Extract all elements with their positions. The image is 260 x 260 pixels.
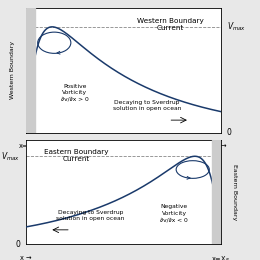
Text: Decaying to Sverdrup
solution in open ocean: Decaying to Sverdrup solution in open oc… — [113, 100, 181, 111]
Bar — [26, 8, 35, 133]
Text: Eastern Boundary: Eastern Boundary — [232, 164, 237, 220]
Text: 0: 0 — [227, 128, 232, 137]
Text: $V_{max}$: $V_{max}$ — [227, 21, 246, 33]
Text: Western Boundary
Current: Western Boundary Current — [137, 18, 204, 31]
Text: x →: x → — [215, 142, 227, 148]
Text: Positive
Vorticity
∂v/∂x > 0: Positive Vorticity ∂v/∂x > 0 — [61, 83, 89, 102]
Bar — [212, 140, 221, 244]
Text: $V_{max}$: $V_{max}$ — [1, 150, 20, 162]
Text: 0: 0 — [15, 240, 20, 249]
Text: Negative
Vorticity
∂v/∂x < 0: Negative Vorticity ∂v/∂x < 0 — [160, 204, 188, 222]
Text: Decaying to Sverdrup
solution in open ocean: Decaying to Sverdrup solution in open oc… — [56, 210, 125, 221]
Text: Western Boundary: Western Boundary — [10, 41, 15, 99]
Text: x=0: x=0 — [19, 142, 33, 148]
Text: Eastern Boundary
Current: Eastern Boundary Current — [44, 149, 109, 162]
Text: x →: x → — [20, 255, 32, 260]
Text: x=X$_E$: x=X$_E$ — [211, 255, 231, 260]
